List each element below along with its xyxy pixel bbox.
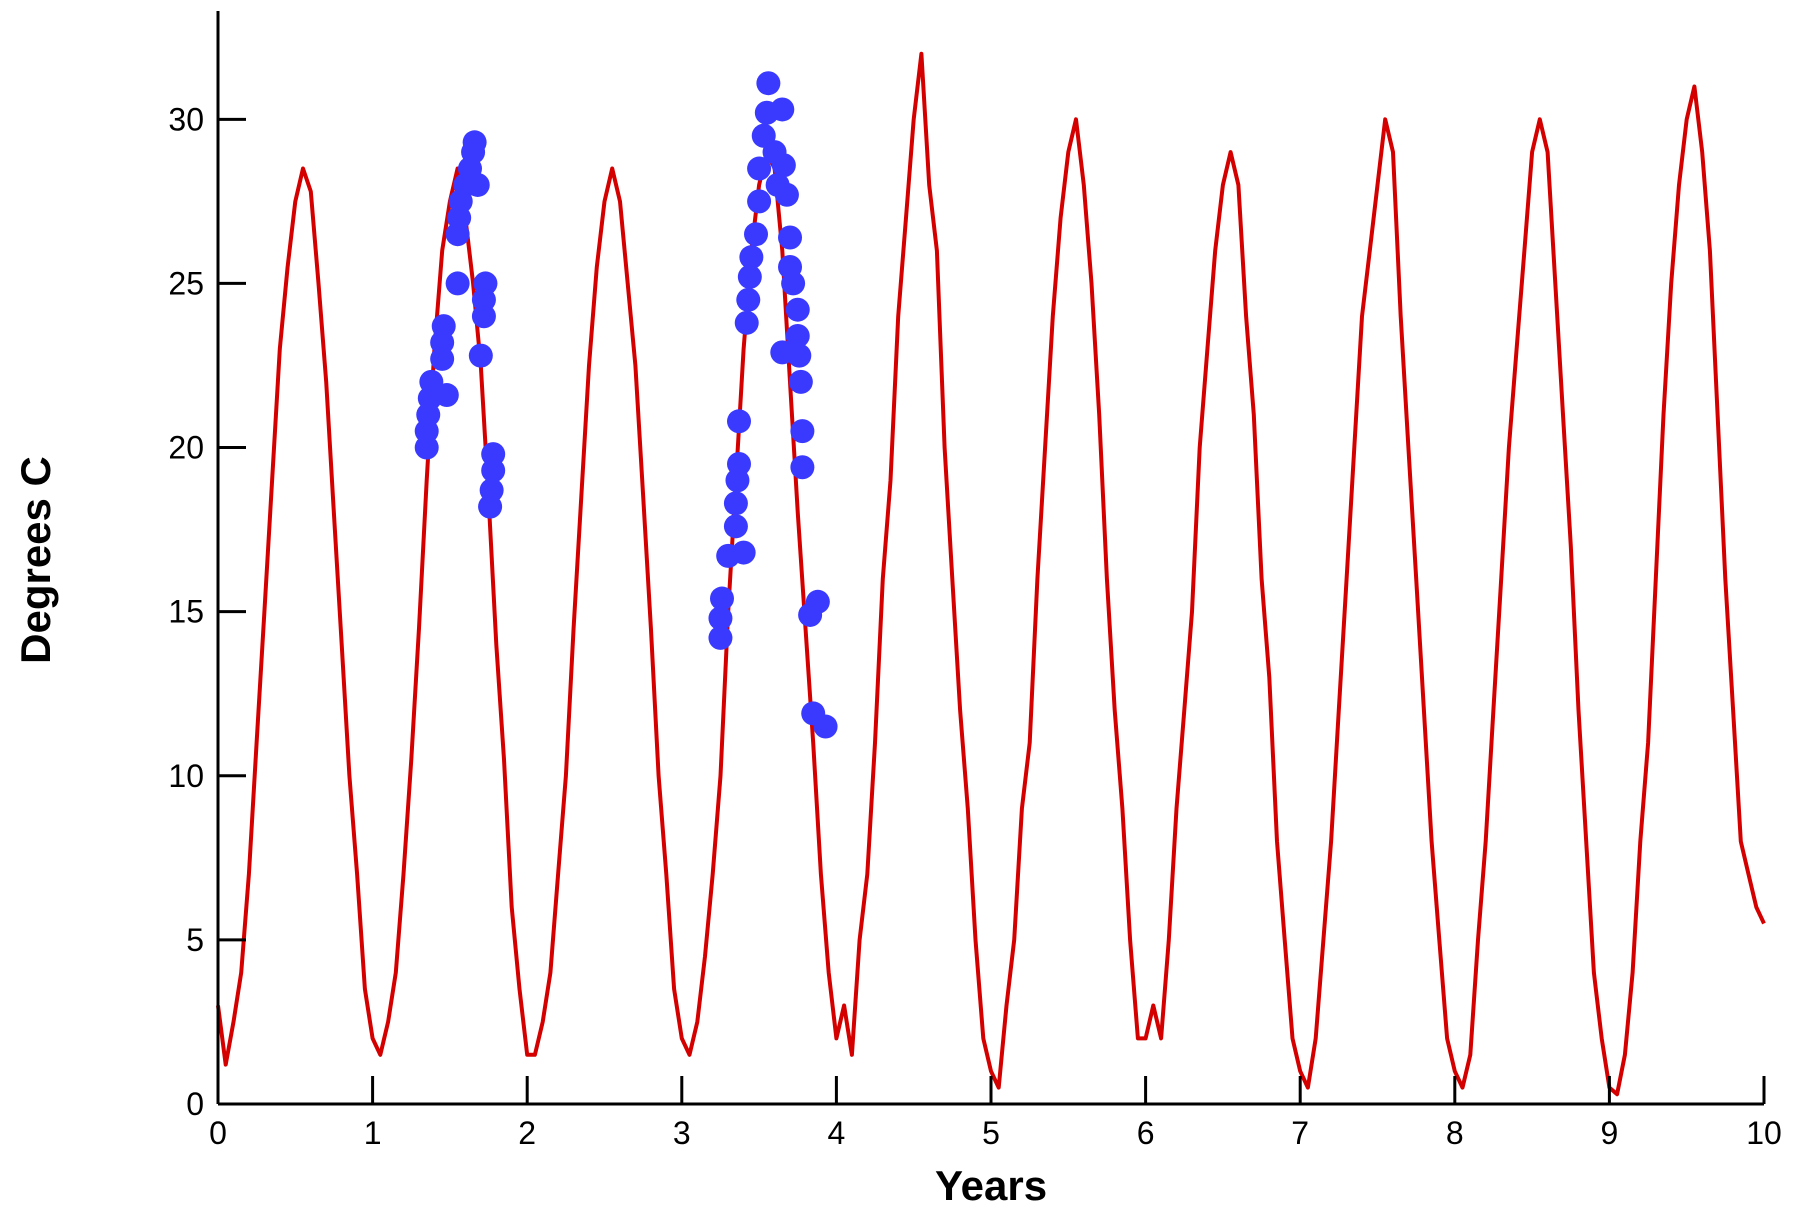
x-tick-label: 5 [982, 1115, 1000, 1151]
observation-point [787, 343, 812, 368]
observation-point [778, 225, 803, 250]
observation-point [479, 478, 504, 503]
observation-point [788, 369, 813, 394]
observation-point [708, 606, 733, 631]
y-tick-label: 10 [168, 758, 204, 794]
y-tick-label: 30 [168, 101, 204, 137]
observation-point [813, 714, 838, 739]
observation-point [468, 343, 493, 368]
observation-point [473, 271, 498, 296]
observation-point [736, 287, 761, 312]
observation-point [723, 514, 748, 539]
observation-point [805, 589, 830, 614]
observation-point [723, 491, 748, 516]
observation-point [737, 264, 762, 289]
observation-point [785, 323, 810, 348]
observation-point [430, 346, 455, 371]
observation-point [445, 271, 470, 296]
observation-point [434, 383, 459, 408]
observation-point [465, 172, 490, 197]
observation-point [744, 222, 769, 247]
observation-point [481, 458, 506, 483]
x-tick-label: 9 [1601, 1115, 1619, 1151]
observation-point [731, 540, 756, 565]
y-tick-label: 0 [186, 1086, 204, 1122]
x-tick-label: 7 [1291, 1115, 1309, 1151]
observation-point [481, 442, 506, 467]
observation-point [790, 419, 815, 444]
observation-point [727, 409, 752, 434]
y-tick-label: 20 [168, 430, 204, 466]
observation-point [770, 97, 795, 122]
y-axis-title: Degrees C [12, 456, 59, 664]
observation-point [747, 156, 772, 181]
x-axis-title: Years [935, 1162, 1047, 1209]
x-tick-label: 0 [209, 1115, 227, 1151]
x-tick-label: 8 [1446, 1115, 1464, 1151]
observation-point [739, 245, 764, 270]
observation-point [708, 625, 733, 650]
observation-point [431, 314, 456, 339]
x-tick-label: 6 [1137, 1115, 1155, 1151]
observation-point [756, 71, 781, 96]
observation-point [747, 189, 772, 214]
observation-point [785, 297, 810, 322]
x-tick-label: 1 [364, 1115, 382, 1151]
observation-point [781, 271, 806, 296]
observation-point [471, 304, 496, 329]
y-tick-label: 15 [168, 594, 204, 630]
observation-point [774, 182, 799, 207]
y-tick-label: 5 [186, 922, 204, 958]
observation-point [771, 153, 796, 178]
observation-point [414, 435, 439, 460]
x-tick-label: 10 [1746, 1115, 1782, 1151]
observation-point [790, 455, 815, 480]
observation-point [462, 130, 487, 155]
x-tick-label: 3 [673, 1115, 691, 1151]
observation-point [734, 310, 759, 335]
y-tick-label: 25 [168, 265, 204, 301]
x-tick-label: 4 [828, 1115, 846, 1151]
observation-point [709, 586, 734, 611]
observation-point [727, 451, 752, 476]
x-tick-label: 2 [518, 1115, 536, 1151]
temperature-line [216, 51, 1766, 1097]
